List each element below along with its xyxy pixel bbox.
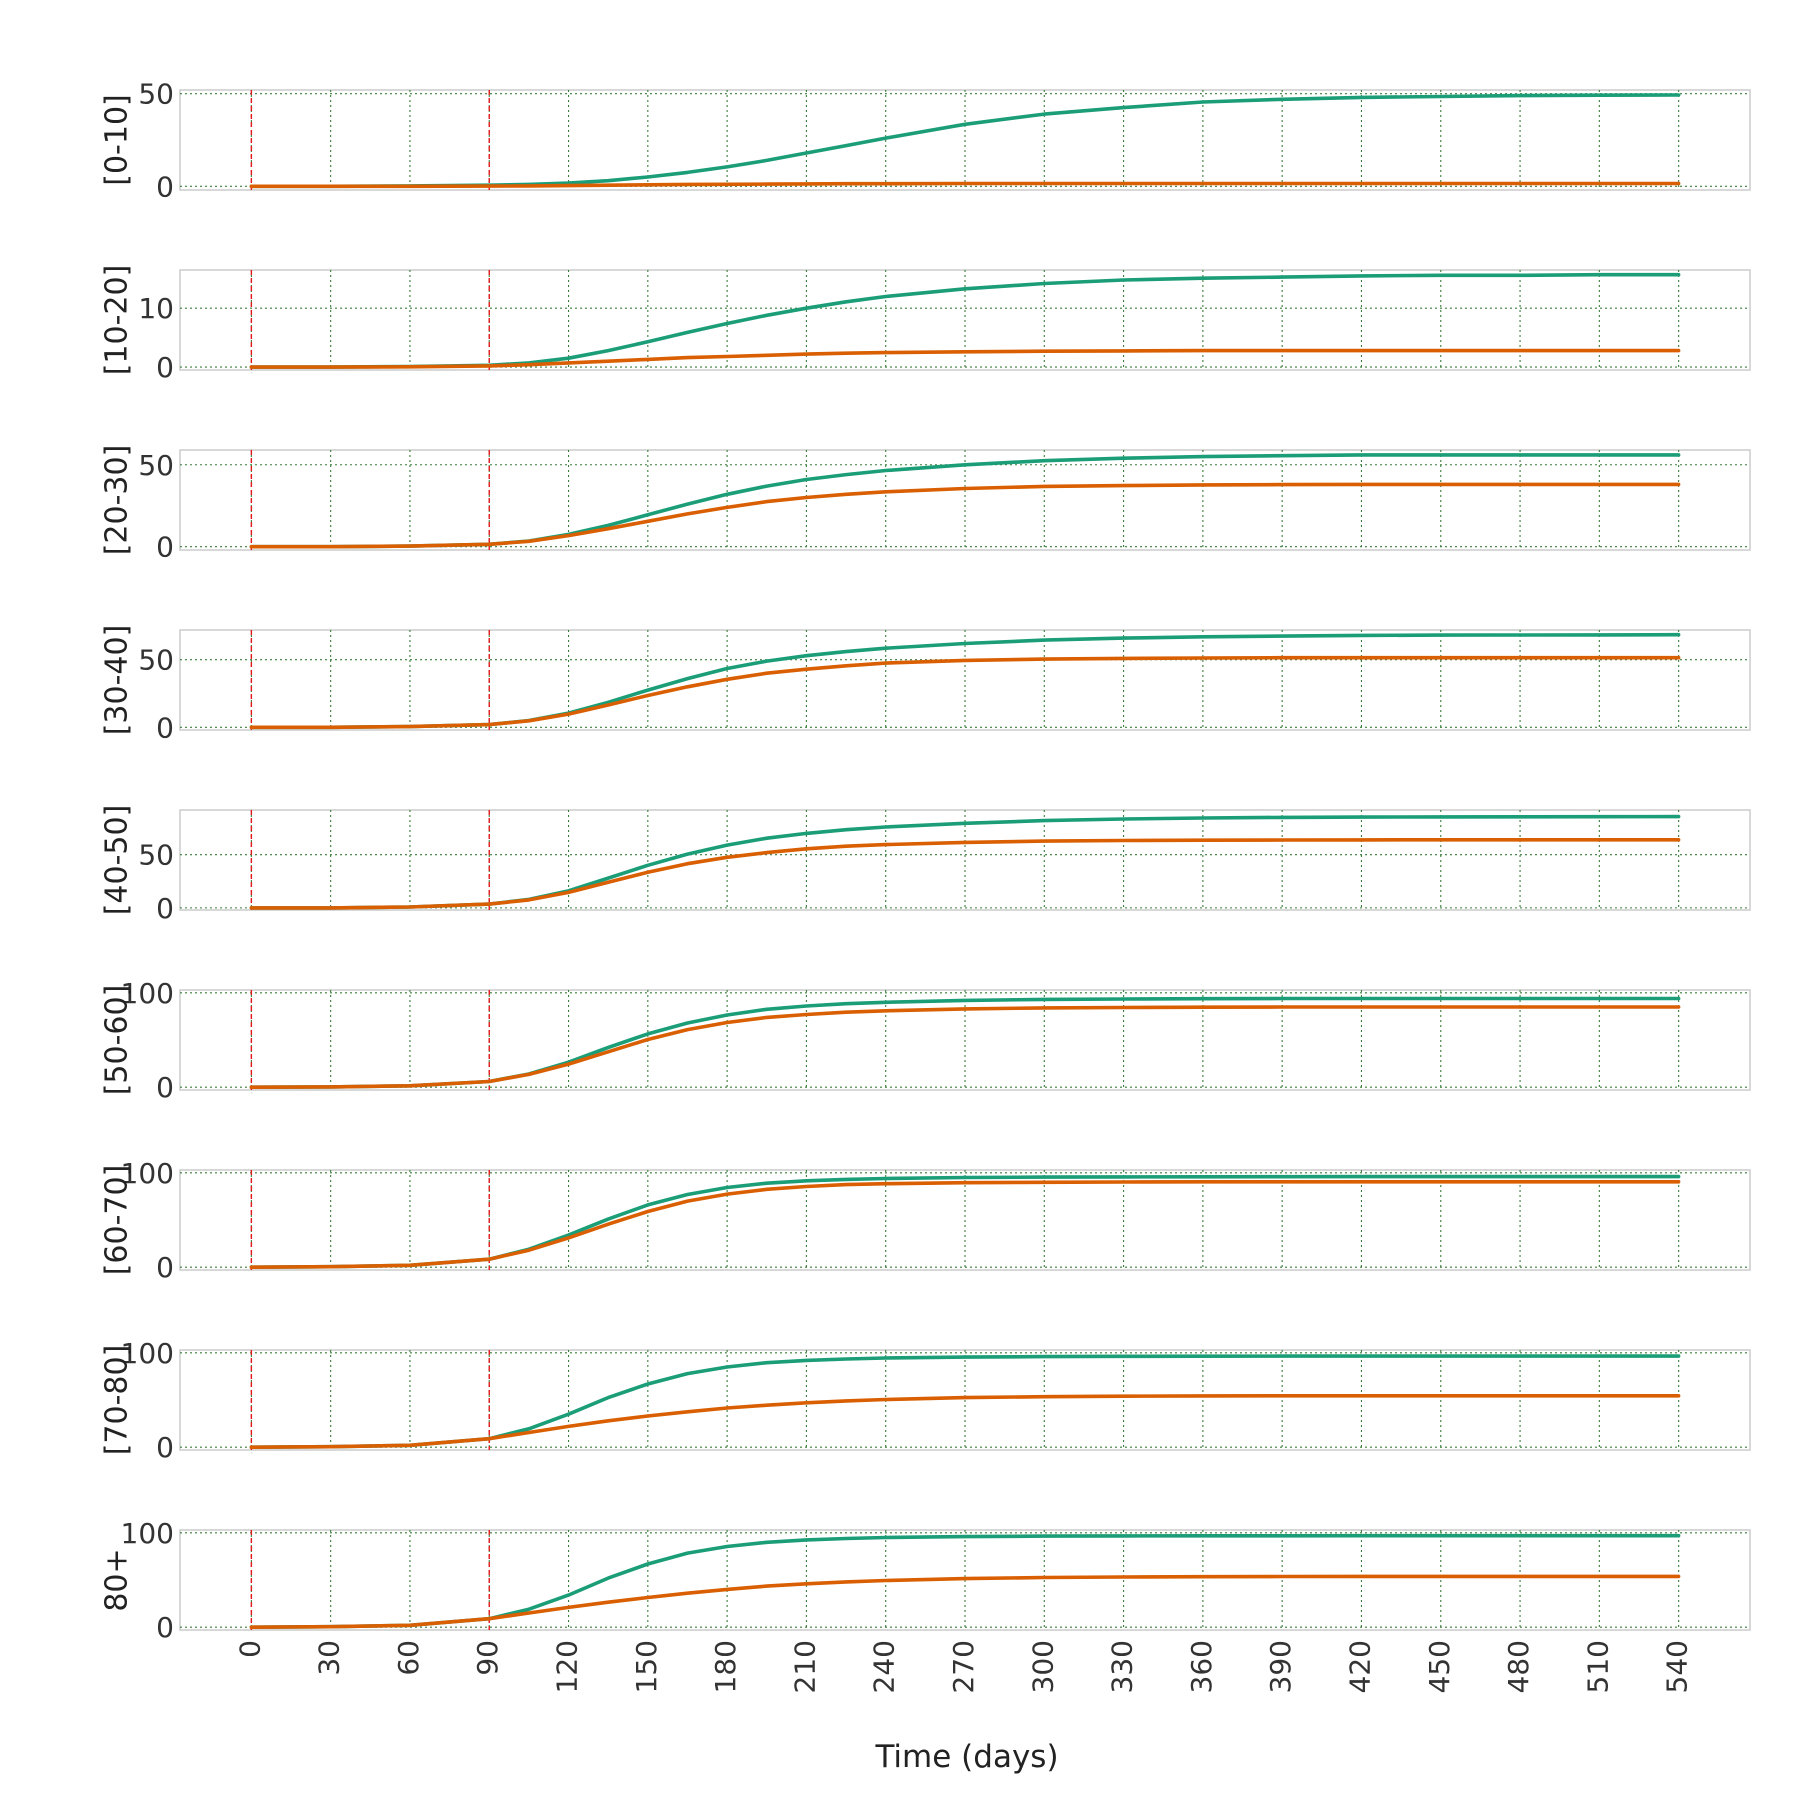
x-tick-label: 210 bbox=[788, 1640, 821, 1693]
x-axis-title: Time (days) bbox=[874, 1739, 1058, 1775]
x-tick-label: 540 bbox=[1661, 1640, 1694, 1693]
panel: 0 50[40-50] bbox=[100, 805, 1751, 925]
panel: 0 100[50-60] bbox=[100, 977, 1751, 1104]
y-tick-label: 0 bbox=[156, 1611, 174, 1644]
panel-label: 80+ bbox=[100, 1548, 135, 1611]
x-tick-label: 30 bbox=[313, 1640, 346, 1676]
series-line-b bbox=[249, 1005, 1681, 1089]
panel-label: [10-20] bbox=[100, 265, 135, 376]
panel-label: [0-10] bbox=[100, 94, 135, 186]
y-tick-label: 0 bbox=[156, 1071, 174, 1104]
x-tick-label: 450 bbox=[1423, 1640, 1456, 1693]
panel: 0 50[0-10] bbox=[100, 78, 1751, 203]
series-line-b bbox=[249, 181, 1681, 189]
y-tick-label: 100 bbox=[121, 1517, 174, 1550]
y-tick-label: 0 bbox=[156, 1251, 174, 1284]
x-tick-label: 270 bbox=[947, 1640, 980, 1693]
y-tick-label: 0 bbox=[156, 1431, 174, 1464]
panel-label: [50-60] bbox=[100, 985, 135, 1096]
x-tick-label: 120 bbox=[551, 1640, 584, 1693]
x-axis-ticks: 0 30 60 90 120 150 180 210 240 270 300 330 360 390 420… bbox=[233, 1640, 1693, 1693]
panel-label: [30-40] bbox=[100, 625, 135, 736]
y-tick-label: 50 bbox=[138, 78, 174, 111]
y-tick-label: 0 bbox=[156, 892, 174, 925]
x-tick-label: 60 bbox=[392, 1640, 425, 1676]
series-line-b bbox=[249, 348, 1681, 369]
x-tick-label: 0 bbox=[233, 1640, 266, 1658]
panel-label: [70-80] bbox=[100, 1345, 135, 1456]
y-tick-label: 0 bbox=[156, 531, 174, 564]
y-tick-label: 10 bbox=[138, 292, 174, 325]
x-tick-label: 240 bbox=[868, 1640, 901, 1693]
panel-label: [60-70] bbox=[100, 1165, 135, 1276]
series-line-b bbox=[249, 655, 1681, 730]
x-tick-label: 330 bbox=[1106, 1640, 1139, 1693]
x-tick-label: 360 bbox=[1185, 1640, 1218, 1693]
series-line-a bbox=[249, 1354, 1681, 1449]
x-tick-label: 180 bbox=[709, 1640, 742, 1693]
series-line-b bbox=[249, 837, 1681, 910]
y-tick-label: 0 bbox=[156, 711, 174, 744]
x-tick-label: 390 bbox=[1264, 1640, 1297, 1693]
y-tick-label: 100 bbox=[121, 1157, 174, 1190]
series-line-b bbox=[249, 1394, 1681, 1449]
panel: 0 10[10-20] bbox=[100, 265, 1751, 384]
panel: 0 50[30-40] bbox=[100, 625, 1751, 744]
x-tick-label: 90 bbox=[471, 1640, 504, 1676]
y-tick-label: 0 bbox=[156, 170, 174, 203]
panel-label: [40-50] bbox=[100, 805, 135, 916]
series-line-a bbox=[249, 1533, 1681, 1629]
panel: 0 100[70-80] bbox=[100, 1337, 1751, 1464]
series-line-b bbox=[249, 1180, 1681, 1269]
y-tick-label: 50 bbox=[138, 839, 174, 872]
x-tick-label: 150 bbox=[630, 1640, 663, 1693]
x-tick-label: 510 bbox=[1581, 1640, 1614, 1693]
y-tick-label: 100 bbox=[121, 1337, 174, 1370]
y-tick-label: 50 bbox=[138, 644, 174, 677]
y-tick-label: 50 bbox=[138, 449, 174, 482]
panel-label: [20-30] bbox=[100, 445, 135, 556]
y-tick-label: 100 bbox=[121, 977, 174, 1010]
panel: 0 50[20-30] bbox=[100, 445, 1751, 564]
x-tick-label: 420 bbox=[1343, 1640, 1376, 1693]
x-tick-label: 300 bbox=[1026, 1640, 1059, 1693]
y-tick-label: 0 bbox=[156, 351, 174, 384]
chart-panels: 050[0-10]010[10-20]050[20-30]050[30-40]0… bbox=[100, 78, 1751, 1644]
series-line-b bbox=[249, 482, 1681, 549]
series-line-b bbox=[249, 1574, 1681, 1629]
panel: 0 100[60-70] bbox=[100, 1157, 1751, 1284]
x-tick-label: 480 bbox=[1502, 1640, 1535, 1693]
